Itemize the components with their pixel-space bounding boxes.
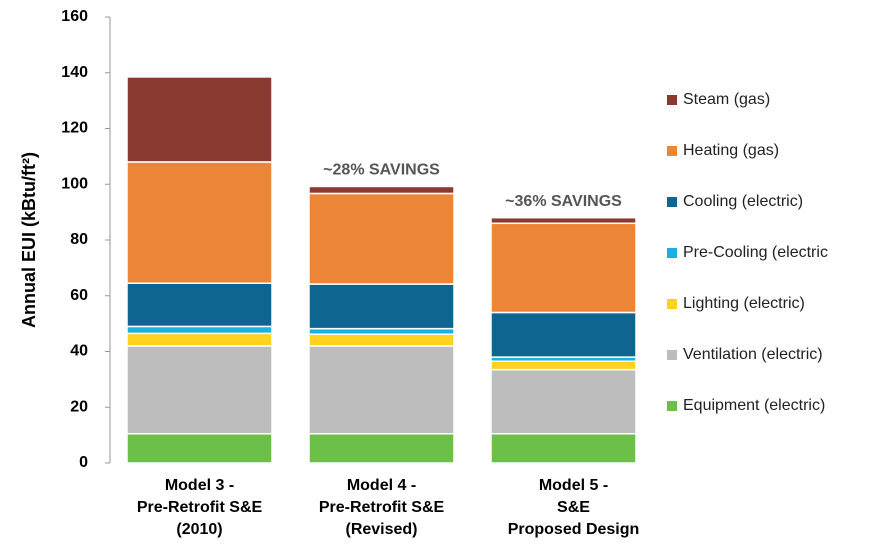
x-tick-label: Model 3 -: [165, 477, 234, 494]
bar-segment: [126, 76, 273, 163]
y-tick-label: 0: [79, 454, 88, 471]
legend-swatch: [667, 350, 677, 360]
x-tick-label: Proposed Design: [508, 521, 640, 538]
legend-swatch: [667, 146, 677, 156]
y-tick-label: 20: [70, 398, 88, 415]
bar-segment: [308, 432, 455, 464]
bar-segment: [490, 432, 637, 464]
legend-label: Heating (gas): [683, 142, 779, 159]
bar-segment: [490, 311, 637, 358]
bar-segment: [490, 360, 637, 371]
y-tick-label: 120: [61, 120, 88, 137]
legend-label: Steam (gas): [683, 91, 770, 108]
bar-segment: [126, 432, 273, 464]
bar-segment: [490, 216, 637, 225]
bar-segment: [308, 345, 455, 435]
legend-label: Pre-Cooling (electric: [683, 244, 828, 261]
annotation: ~28% SAVINGS: [323, 162, 440, 179]
annotation: ~36% SAVINGS: [505, 193, 622, 210]
y-tick-label: 140: [61, 64, 88, 81]
legend-label: Ventilation (electric): [683, 346, 823, 363]
y-tick-label: 40: [70, 343, 88, 360]
bar-segment: [126, 161, 273, 284]
bar-segment: [308, 192, 455, 285]
x-tick-label: Model 5 -: [539, 477, 608, 494]
y-tick-label: 80: [70, 231, 88, 248]
legend-swatch: [667, 95, 677, 105]
bar-segment: [490, 368, 637, 435]
bar-segment: [126, 345, 273, 435]
legend-swatch: [667, 197, 677, 207]
legend-label: Equipment (electric): [683, 397, 825, 414]
legend-swatch: [667, 401, 677, 411]
bar-segment: [308, 185, 455, 195]
bar-segment: [308, 283, 455, 330]
bar-segment: [126, 332, 273, 347]
x-tick-label: Pre-Retrofit S&E: [319, 499, 445, 516]
bar-segment: [126, 325, 273, 335]
legend-label: Lighting (electric): [683, 295, 805, 312]
bar-segment: [126, 282, 273, 328]
bar-segment: [308, 333, 455, 347]
x-tick-label: Model 4 -: [347, 477, 416, 494]
legend-swatch: [667, 248, 677, 258]
legend-label: Cooling (electric): [683, 193, 803, 210]
y-tick-label: 100: [61, 175, 88, 192]
y-tick-label: 60: [70, 287, 88, 304]
x-tick-label: (Revised): [345, 521, 417, 538]
y-axis-label: Annual EUI (kBtu/ft²): [19, 152, 39, 328]
legend-swatch: [667, 299, 677, 309]
x-tick-label: Pre-Retrofit S&E: [137, 499, 263, 516]
y-tick-label: 160: [61, 8, 88, 25]
bar-segment: [308, 327, 455, 335]
x-tick-label: S&E: [557, 499, 590, 516]
bar-segment: [490, 222, 637, 314]
x-tick-label: (2010): [176, 521, 222, 538]
